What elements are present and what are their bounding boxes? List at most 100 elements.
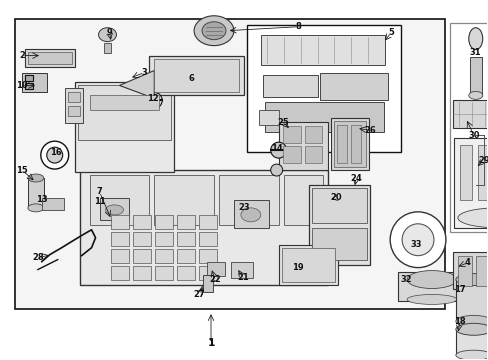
Bar [453, 138, 488, 228]
Ellipse shape [28, 204, 44, 212]
Bar [262, 76, 317, 98]
Bar [304, 126, 322, 143]
Bar [89, 175, 149, 225]
Text: 4: 4 [464, 258, 470, 267]
Bar [155, 249, 173, 262]
Bar [149, 55, 244, 95]
Text: 2: 2 [19, 51, 25, 60]
Ellipse shape [468, 91, 482, 99]
Bar [258, 110, 278, 125]
Bar [308, 185, 369, 265]
Bar [334, 121, 366, 167]
Text: 25: 25 [277, 118, 289, 127]
Text: 27: 27 [193, 290, 204, 299]
Bar [331, 118, 368, 170]
Text: 13: 13 [36, 195, 47, 204]
Bar [206, 262, 224, 275]
Bar [111, 266, 129, 279]
Bar [233, 200, 268, 228]
Bar [111, 249, 129, 262]
Bar [67, 106, 80, 116]
Bar [133, 232, 151, 246]
Text: 28: 28 [32, 253, 43, 262]
Bar [455, 279, 488, 321]
Text: 14: 14 [270, 144, 282, 153]
Bar [25, 84, 33, 89]
Bar [25, 76, 33, 81]
Text: 31: 31 [469, 48, 481, 57]
Bar [199, 266, 217, 279]
Text: 6: 6 [188, 74, 194, 83]
Bar [133, 215, 151, 229]
Bar [219, 175, 278, 225]
Ellipse shape [455, 315, 488, 327]
Bar [41, 198, 63, 210]
Text: 7: 7 [97, 188, 102, 197]
Ellipse shape [407, 294, 456, 305]
Bar [452, 252, 488, 289]
Bar [459, 145, 471, 200]
Circle shape [270, 164, 282, 176]
Text: 18: 18 [453, 317, 465, 326]
Bar [311, 228, 366, 260]
Bar [230, 262, 252, 278]
Text: 30: 30 [467, 131, 479, 140]
Text: 1: 1 [207, 338, 214, 348]
Text: 15: 15 [16, 166, 28, 175]
Ellipse shape [455, 350, 488, 360]
Text: 20: 20 [330, 193, 342, 202]
Circle shape [146, 93, 162, 108]
Text: 23: 23 [238, 203, 249, 212]
Text: 17: 17 [453, 285, 465, 294]
Bar [351, 125, 361, 163]
Circle shape [186, 77, 196, 87]
Bar [177, 266, 195, 279]
Bar [282, 146, 300, 163]
Bar [154, 59, 239, 93]
Text: 21: 21 [237, 273, 248, 282]
Circle shape [270, 142, 286, 158]
Bar [199, 232, 217, 246]
Circle shape [189, 81, 193, 85]
Text: 5: 5 [387, 28, 393, 37]
Bar [15, 19, 444, 309]
Circle shape [47, 147, 62, 163]
Bar [199, 249, 217, 262]
Ellipse shape [455, 274, 488, 285]
Bar [89, 95, 159, 110]
Bar [452, 100, 488, 128]
Bar [282, 126, 300, 143]
Bar [177, 249, 195, 262]
Bar [199, 215, 217, 229]
Bar [304, 146, 322, 163]
Bar [25, 49, 75, 67]
Ellipse shape [457, 208, 488, 228]
Text: 10: 10 [16, 81, 28, 90]
Text: 24: 24 [350, 174, 362, 183]
Bar [177, 232, 195, 246]
Bar [320, 72, 387, 100]
Bar [477, 145, 488, 200]
Bar [278, 122, 328, 170]
Text: 12: 12 [147, 94, 159, 103]
Bar [469, 57, 481, 96]
Ellipse shape [455, 323, 488, 335]
Text: 19: 19 [291, 263, 303, 272]
Ellipse shape [349, 201, 362, 209]
Polygon shape [119, 71, 154, 98]
Circle shape [389, 212, 445, 267]
Bar [111, 215, 129, 229]
Bar [80, 170, 328, 284]
Bar [281, 248, 335, 282]
Text: 8: 8 [295, 22, 301, 31]
Bar [264, 102, 384, 132]
Bar [155, 215, 173, 229]
Bar [337, 125, 346, 163]
Bar [475, 256, 488, 285]
Bar [22, 72, 47, 93]
Bar [260, 35, 385, 64]
Bar [455, 329, 488, 355]
Bar [28, 178, 44, 208]
Bar [103, 42, 111, 53]
Circle shape [401, 224, 433, 256]
